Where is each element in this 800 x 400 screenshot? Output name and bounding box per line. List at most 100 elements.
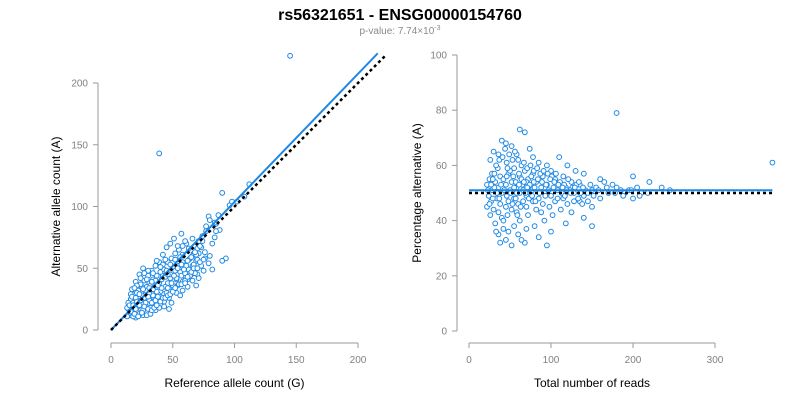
data-point <box>550 184 557 191</box>
data-point <box>206 217 213 224</box>
data-point <box>546 203 553 210</box>
data-point <box>580 170 587 177</box>
y-axis-label: Alternative allele count (A) <box>49 136 63 276</box>
data-point <box>589 203 595 210</box>
data-point <box>538 184 545 191</box>
data-point <box>568 209 575 216</box>
y-tick-label: 100 <box>71 202 88 213</box>
data-point <box>560 173 567 180</box>
data-point <box>167 261 174 268</box>
x-tick-label: 300 <box>707 355 724 366</box>
x-tick-label: 150 <box>288 355 305 366</box>
data-point <box>178 230 185 237</box>
data-point <box>511 184 517 191</box>
x-tick-label: 100 <box>543 355 560 366</box>
data-point <box>166 306 172 312</box>
data-point <box>630 173 636 180</box>
data-point <box>548 192 554 199</box>
data-point <box>171 272 177 279</box>
data-point <box>620 192 627 199</box>
data-point <box>503 173 510 180</box>
data-point <box>179 243 186 249</box>
scatter-panel-allele-counts: 0 50 100 150 200 Reference allele count (G) 0 5… <box>49 52 387 390</box>
data-point <box>139 309 145 316</box>
data-point <box>203 223 210 230</box>
data-point <box>521 129 528 136</box>
data-point <box>534 165 540 172</box>
data-point <box>508 206 515 213</box>
data-point <box>213 228 219 235</box>
data-point <box>512 148 518 155</box>
data-point <box>174 265 181 272</box>
y-tick-label: 50 <box>77 264 89 275</box>
data-point <box>609 181 616 188</box>
data-point <box>497 201 504 207</box>
data-point <box>182 280 189 287</box>
data-point <box>495 151 502 158</box>
data-point <box>495 209 502 216</box>
data-point <box>580 214 587 221</box>
chart-title: rs56321651 - ENSG00000154760 <box>278 7 522 24</box>
data-point <box>155 293 161 300</box>
data-point <box>527 162 534 169</box>
data-point <box>195 275 202 282</box>
data-point <box>499 154 506 161</box>
data-point <box>544 242 550 249</box>
data-point <box>503 159 510 166</box>
data-point <box>601 179 608 185</box>
data-point <box>489 195 496 202</box>
data-point <box>549 212 556 219</box>
x-tick-label: 100 <box>226 355 243 366</box>
data-point <box>497 239 504 246</box>
data-point <box>500 226 507 232</box>
data-point <box>182 238 189 245</box>
data-point <box>520 198 526 205</box>
data-point <box>163 244 170 251</box>
chart-subtitle: p-value: 7.74×10-3 <box>359 25 440 37</box>
data-point <box>524 184 531 191</box>
data-point <box>551 179 558 185</box>
data-point <box>194 265 201 272</box>
data-point <box>658 184 665 191</box>
x-axis-label: Total number of reads <box>534 376 650 390</box>
data-point <box>172 285 179 291</box>
data-point <box>504 165 511 172</box>
data-point <box>565 176 572 183</box>
data-point <box>498 181 504 188</box>
y-axis-label: Percentage alternative (A) <box>410 123 424 262</box>
data-point <box>505 228 512 235</box>
data-point <box>496 195 503 202</box>
scatter-panel-percentage: 0 100 200 300 Total number of reads 0 20 40 60 80… <box>410 51 776 390</box>
data-point <box>589 223 595 230</box>
data-point <box>504 212 511 219</box>
data-point <box>172 250 179 257</box>
data-point <box>177 292 184 299</box>
data-point <box>184 257 191 264</box>
data-point <box>171 235 177 242</box>
y-tick-label: 150 <box>71 140 88 151</box>
data-point <box>510 173 517 180</box>
data-point <box>219 190 226 196</box>
data-point <box>486 201 493 207</box>
data-point <box>200 267 207 274</box>
data-point <box>564 201 571 207</box>
data-point <box>553 170 559 177</box>
data-point <box>539 179 545 185</box>
data-point <box>189 277 196 284</box>
data-point <box>493 162 500 169</box>
data-point <box>548 228 554 235</box>
data-point <box>562 192 568 199</box>
data-point <box>511 165 517 172</box>
data-point <box>571 184 578 191</box>
data-point <box>554 195 561 202</box>
data-point <box>184 274 191 280</box>
data-point <box>487 157 494 163</box>
data-point <box>533 206 540 213</box>
y-tick-label: 0 <box>82 326 88 337</box>
data-point <box>179 287 186 294</box>
data-point <box>523 203 530 210</box>
y-tick-label: 20 <box>436 271 448 282</box>
data-point <box>572 168 579 174</box>
data-point <box>140 286 147 293</box>
